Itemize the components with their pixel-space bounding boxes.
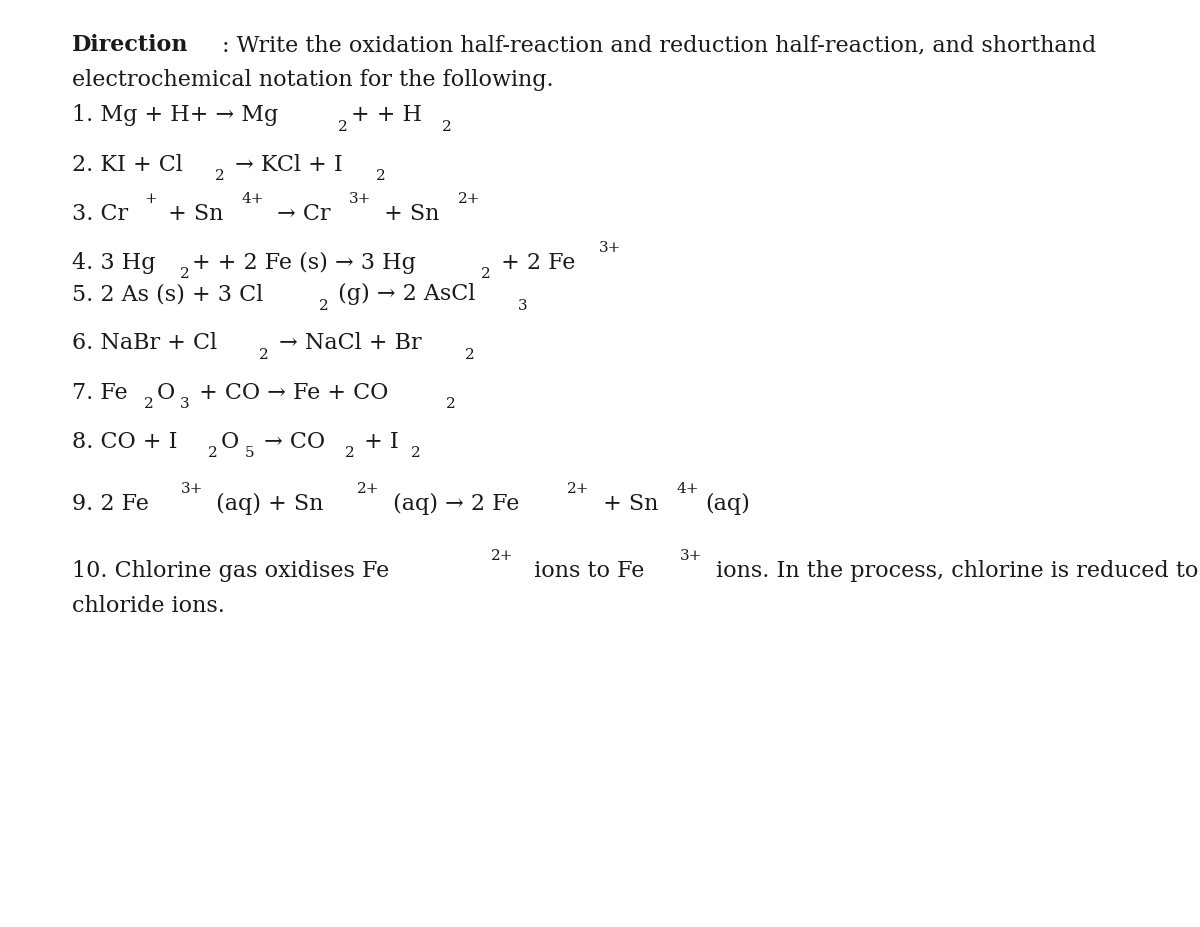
- Text: 7. Fe: 7. Fe: [72, 382, 127, 403]
- Text: 2: 2: [144, 397, 154, 411]
- Text: 2: 2: [481, 267, 491, 281]
- Text: 2: 2: [215, 169, 224, 183]
- Text: 3. Cr: 3. Cr: [72, 203, 128, 224]
- Text: 2: 2: [338, 120, 348, 133]
- Text: 2+: 2+: [568, 482, 589, 496]
- Text: 2: 2: [180, 267, 190, 281]
- Text: 4+: 4+: [241, 192, 264, 206]
- Text: (aq) → 2 Fe: (aq) → 2 Fe: [386, 493, 527, 514]
- Text: 2: 2: [445, 397, 456, 411]
- Text: chloride ions.: chloride ions.: [72, 595, 224, 616]
- Text: Direction: Direction: [72, 34, 188, 56]
- Text: + CO → Fe + CO: + CO → Fe + CO: [192, 382, 389, 403]
- Text: (g) → 2 AsCl: (g) → 2 AsCl: [331, 284, 475, 305]
- Text: ions. In the process, chlorine is reduced to: ions. In the process, chlorine is reduce…: [709, 560, 1199, 581]
- Text: → NaCl + Br: → NaCl + Br: [272, 333, 421, 354]
- Text: : Write the oxidation half-reaction and reduction half-reaction, and shorthand: : Write the oxidation half-reaction and …: [222, 34, 1097, 56]
- Text: O: O: [221, 431, 239, 452]
- Text: 2+: 2+: [491, 549, 514, 563]
- Text: electrochemical notation for the following.: electrochemical notation for the followi…: [72, 70, 553, 91]
- Text: 6. NaBr + Cl: 6. NaBr + Cl: [72, 333, 217, 354]
- Text: 2+: 2+: [356, 482, 379, 496]
- Text: 3+: 3+: [348, 192, 371, 206]
- Text: 3+: 3+: [599, 241, 622, 255]
- Text: 3+: 3+: [680, 549, 702, 563]
- Text: → CO: → CO: [257, 431, 325, 452]
- Text: O: O: [156, 382, 175, 403]
- Text: 8. CO + I: 8. CO + I: [72, 431, 178, 452]
- Text: 2: 2: [443, 120, 452, 133]
- Text: 2: 2: [344, 446, 354, 460]
- Text: 2: 2: [464, 348, 475, 362]
- Text: 3: 3: [517, 298, 527, 312]
- Text: 4+: 4+: [677, 482, 700, 496]
- Text: 2: 2: [376, 169, 385, 183]
- Text: 2: 2: [412, 446, 421, 460]
- Text: 5: 5: [245, 446, 254, 460]
- Text: 2: 2: [259, 348, 269, 362]
- Text: + 2 Fe: + 2 Fe: [493, 252, 575, 273]
- Text: 3: 3: [180, 397, 190, 411]
- Text: + + H: + + H: [350, 105, 421, 126]
- Text: ions to Fe: ions to Fe: [520, 560, 644, 581]
- Text: +: +: [144, 192, 157, 206]
- Text: 2: 2: [319, 298, 329, 312]
- Text: 2: 2: [208, 446, 218, 460]
- Text: 3+: 3+: [180, 482, 203, 496]
- Text: + Sn: + Sn: [377, 203, 439, 224]
- Text: 4. 3 Hg: 4. 3 Hg: [72, 252, 156, 273]
- Text: 2. KI + Cl: 2. KI + Cl: [72, 154, 182, 175]
- Text: (aq): (aq): [706, 493, 750, 514]
- Text: → Cr: → Cr: [270, 203, 331, 224]
- Text: → KCl + I: → KCl + I: [228, 154, 342, 175]
- Text: 5. 2 As (s) + 3 Cl: 5. 2 As (s) + 3 Cl: [72, 284, 263, 305]
- Text: + + 2 Fe (s) → 3 Hg: + + 2 Fe (s) → 3 Hg: [192, 252, 416, 273]
- Text: 2+: 2+: [458, 192, 480, 206]
- Text: + Sn: + Sn: [596, 493, 659, 514]
- Text: + I: + I: [358, 431, 398, 452]
- Text: 1. Mg + H+ → Mg: 1. Mg + H+ → Mg: [72, 105, 278, 126]
- Text: + Sn: + Sn: [161, 203, 223, 224]
- Text: 9. 2 Fe: 9. 2 Fe: [72, 493, 156, 514]
- Text: (aq) + Sn: (aq) + Sn: [209, 493, 324, 514]
- Text: 10. Chlorine gas oxidises Fe: 10. Chlorine gas oxidises Fe: [72, 560, 396, 581]
